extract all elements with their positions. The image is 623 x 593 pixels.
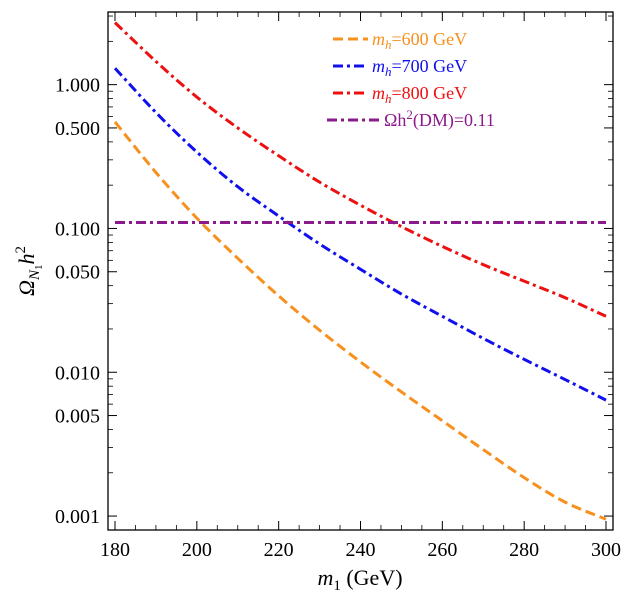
legend-entry-2: mh=700 GeV [372,56,467,79]
legend-entry-4: Ωh2(DM)=0.11 [384,107,495,131]
legend-entry-3: mh=800 GeV [372,83,467,106]
series-line-1 [113,121,607,521]
y-tick-label: 1.000 [55,75,100,97]
legend: mh=600 GeV mh=700 GeV mh=800 GeVΩh2(DM)=0.… [327,29,495,131]
y-tick-label: 0.001 [55,506,100,528]
x-tick-label: 180 [100,539,130,561]
x-tick-label: 260 [427,539,457,561]
x-tick-label: 200 [182,539,212,561]
y-tick-label: 0.500 [55,118,100,140]
series-lines [113,21,607,521]
series-line-2 [113,67,607,402]
series-line-3 [113,21,607,318]
x-tick-label: 220 [264,539,294,561]
axis-tick-labels: 180 200 220 240 260 280 300 0.001 0.005 0.010 0.05… [55,75,621,561]
x-tick-label: 300 [591,539,621,561]
y-tick-label: 0.005 [55,406,100,428]
legend-entry-1: mh=600 GeV [372,29,467,52]
x-tick-label: 240 [346,539,376,561]
x-tick-label: 280 [509,539,539,561]
x-axis-label: m1 (GeV) [317,565,402,593]
y-tick-label: 0.100 [55,218,100,240]
y-tick-label: 0.010 [55,362,100,384]
y-axis-label: ΩN1h2 [13,246,45,296]
y-tick-label: 0.050 [55,262,100,284]
axis-ticks [108,12,613,530]
